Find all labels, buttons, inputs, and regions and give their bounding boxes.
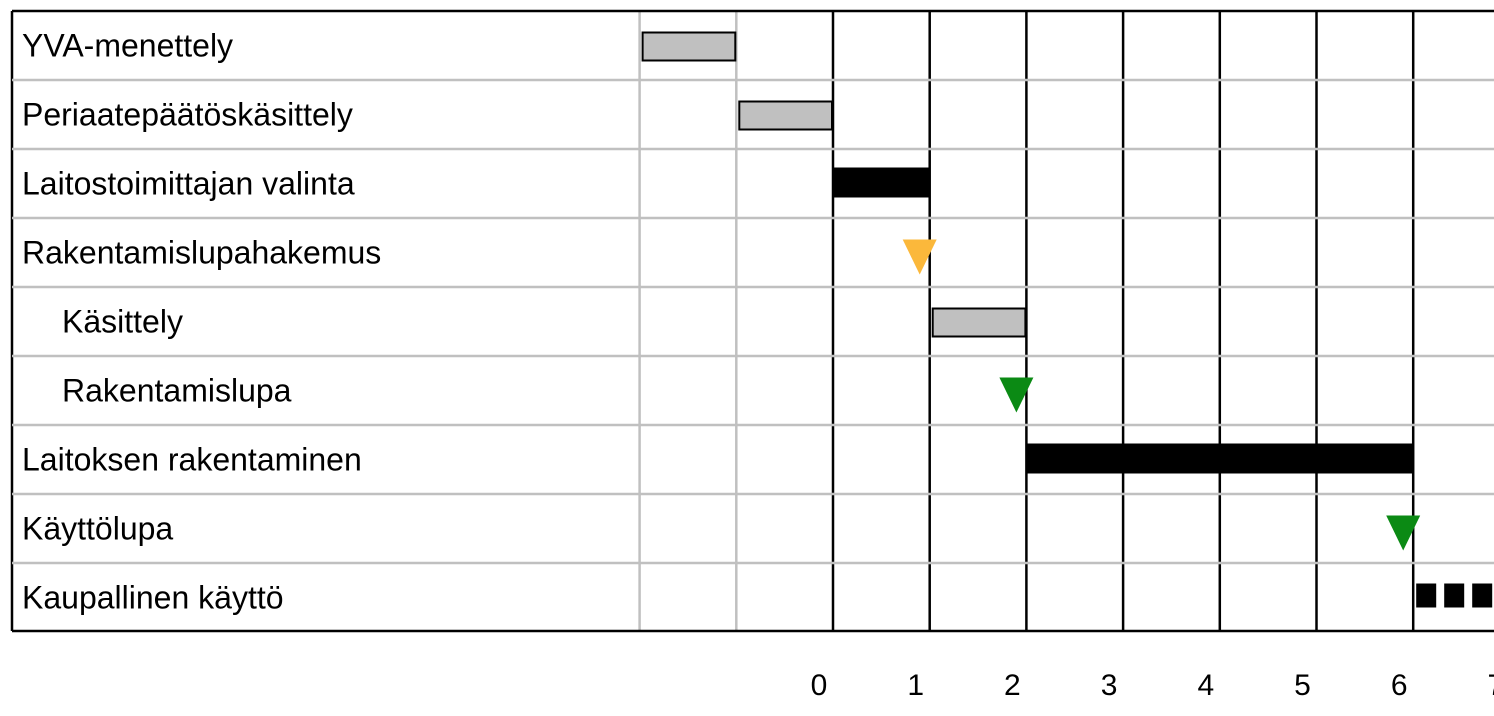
row-labels: YVA-menettely Periaatepäätöskäsittely Lait… <box>22 28 381 616</box>
row-label: Rakentamislupa <box>62 373 292 409</box>
row-label: Laitostoimittajan valinta <box>22 166 355 202</box>
gantt-bar <box>931 307 1027 338</box>
milestone-triangle <box>902 239 937 275</box>
row-label: Periaatepäätöskäsittely <box>22 97 353 133</box>
x-tick-label: 2 <box>1004 669 1021 702</box>
x-tick-label: 5 <box>1294 669 1311 702</box>
row-label: Käyttölupa <box>22 511 173 547</box>
x-tick-label: 6 <box>1391 669 1408 702</box>
chart-marks <box>641 31 1493 608</box>
row-label: YVA-menettely <box>22 28 233 64</box>
milestone-triangle <box>1386 515 1421 551</box>
chart-frame <box>10 9 1494 633</box>
continuation-block <box>1444 583 1465 608</box>
x-tick-label: 0 <box>811 669 828 702</box>
row-label: Kaupallinen käyttö <box>22 580 284 616</box>
x-tick-label: 4 <box>1197 669 1214 702</box>
x-tick-label: 1 <box>907 669 924 702</box>
continuation-block <box>1416 583 1437 608</box>
x-tick-label: 7 <box>1488 669 1494 702</box>
row-label: Rakentamislupahakemus <box>22 235 381 271</box>
row-label: Käsittely <box>62 304 183 340</box>
continuation-block <box>1472 583 1493 608</box>
row-separators <box>12 78 1494 565</box>
gantt-bar <box>738 100 833 131</box>
x-tick-label: 3 <box>1101 669 1118 702</box>
milestone-triangle <box>999 377 1034 413</box>
row-label: Laitoksen rakentaminen <box>22 442 362 478</box>
gantt-bar <box>833 167 930 198</box>
x-axis-tick-labels: 0 1 2 3 4 5 6 7 <box>811 669 1494 702</box>
gantt-bar <box>641 31 737 62</box>
gantt-bar <box>1026 443 1414 474</box>
grid-lines <box>638 11 1415 631</box>
